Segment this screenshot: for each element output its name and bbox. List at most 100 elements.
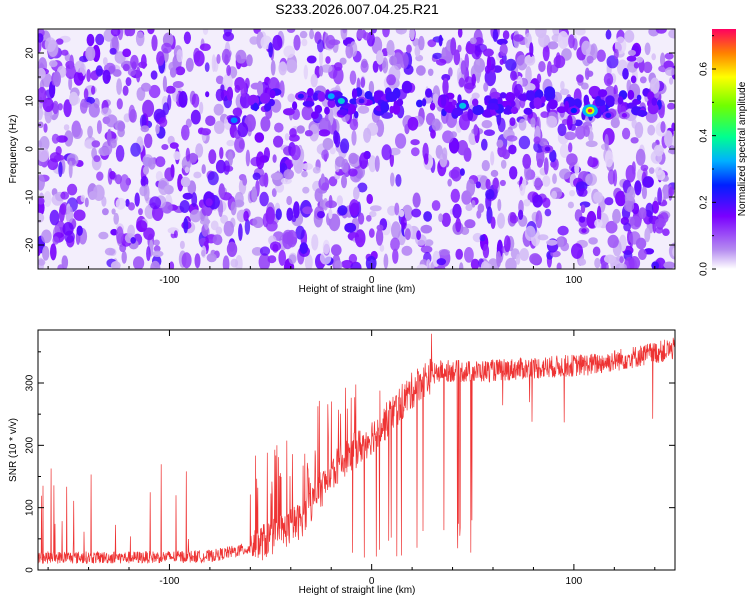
spectrogram-cell: [448, 67, 453, 77]
spectrogram-cell: [368, 80, 375, 95]
spectrogram-cell: [344, 222, 357, 233]
spectrogram-cell: [195, 143, 204, 158]
spectrogram-cell: [38, 197, 45, 205]
spectrogram-cell: [492, 65, 503, 73]
spectrogram-cell: [69, 91, 79, 106]
spectrogram-cell: [267, 255, 277, 264]
spectrogram-cell: [576, 74, 584, 83]
spectrogram-cell: [206, 253, 217, 263]
spectrogram-cell: [485, 188, 495, 200]
spectrogram-cell: [251, 186, 258, 203]
spectrogram-cell: [453, 49, 461, 66]
spectrogram-cell: [96, 171, 104, 181]
spectrogram-cell: [638, 207, 647, 220]
spectrogram-cell: [223, 160, 230, 175]
spectrogram-cell: [53, 154, 65, 161]
x-tick-label: -100: [159, 576, 179, 587]
spectrogram-cell: [536, 73, 542, 84]
ridge-cell: [636, 109, 648, 117]
spectrogram-cell: [360, 77, 366, 88]
spectrogram-cell: [38, 147, 49, 163]
snr-xlabel: Height of straight line (km): [299, 585, 416, 596]
snr-axes: -100 0 100 0 100 200 300: [25, 330, 675, 587]
spectrogram-cell: [201, 164, 206, 175]
spectrogram-cell: [49, 209, 60, 226]
spectrogram-cell: [481, 120, 493, 129]
ridge-cell: [253, 102, 259, 112]
spectrogram-cell: [366, 193, 374, 205]
spectrogram-cell: [411, 208, 422, 218]
spectrogram-cell: [635, 148, 646, 166]
spectrogram-cell: [143, 227, 155, 241]
spectrogram-cell: [401, 245, 413, 256]
spectrogram-cell: [115, 197, 126, 210]
spectrogram-cell: [420, 245, 433, 254]
spectrogram-cell: [254, 132, 265, 143]
spectrogram-cell: [621, 195, 626, 205]
spectrogram-cell: [320, 64, 333, 73]
spectrogram-cell: [382, 57, 389, 74]
spectrogram-cell: [55, 146, 62, 156]
spectrogram-cell: [660, 121, 666, 133]
spectrogram-cell: [395, 133, 407, 149]
spectrogram-cell: [218, 183, 225, 199]
spectrogram-cell: [633, 62, 640, 69]
spectrogram-cell: [128, 104, 136, 123]
spectrogram-cell: [496, 139, 504, 148]
spectrogram-cell: [68, 76, 73, 91]
spectrogram-cell: [128, 202, 135, 211]
spectrogram-cell: [64, 130, 74, 147]
spectrogram-cell: [375, 228, 384, 246]
spectrogram-cell: [337, 205, 348, 216]
spectrogram-cell: [259, 191, 269, 207]
spectrogram-cell: [604, 254, 616, 264]
spectrogram-cell: [655, 218, 666, 228]
spectrogram-cell: [628, 231, 641, 245]
spectrogram-cell: [189, 209, 202, 223]
spectrogram-cell: [386, 39, 395, 56]
spectrogram-cell: [269, 241, 282, 252]
colorbar-tick-label: 0.6: [699, 62, 710, 76]
spectrogram-cell: [234, 84, 241, 93]
spectrogram-cell: [482, 48, 494, 57]
spectrogram-cell: [79, 98, 88, 114]
ridge-cell: [467, 108, 474, 121]
spectrogram-cell: [215, 159, 226, 174]
spectrogram-cell: [521, 178, 527, 190]
spectrogram-cell: [148, 157, 156, 170]
spectrogram-cell: [586, 211, 597, 229]
spectrogram-cell: [105, 114, 118, 128]
spectrogram-cell: [534, 177, 543, 191]
spectrogram-cell: [278, 249, 287, 266]
spectrogram-cell: [492, 177, 499, 190]
spectrogram-cell: [571, 243, 583, 259]
x-tick-label: -100: [159, 275, 179, 286]
spectrogram-cell: [371, 29, 377, 34]
spectrogram-cell: [246, 54, 253, 67]
spectrogram-cell: [287, 93, 296, 103]
spectrogram-cell: [510, 70, 517, 81]
spectrogram-cell: [423, 153, 429, 165]
spectrogram-cell: [275, 208, 282, 220]
spectrogram-cell: [496, 250, 502, 268]
spectrogram-cell: [55, 38, 64, 45]
spectrogram-cell: [566, 153, 578, 166]
spectrogram-cell: [191, 192, 198, 208]
spectrogram-cell: [459, 168, 465, 176]
ridge-cell: [564, 100, 570, 113]
spectrogram-cell: [663, 261, 675, 269]
spectrogram-cell: [569, 190, 576, 197]
spectrogram-cell: [274, 122, 284, 133]
spectrogram-cell: [546, 239, 558, 246]
x-tick-label: 0: [369, 576, 375, 587]
spectrogram-cell: [351, 130, 357, 146]
spectrogram-cell: [349, 118, 359, 131]
spectrogram-cell: [125, 77, 132, 87]
spectrogram-cell: [643, 61, 653, 73]
ridge-cell: [540, 96, 546, 104]
spectrogram-cell: [226, 64, 232, 77]
spectrogram-cell: [600, 261, 609, 269]
spectrogram-cell: [464, 219, 476, 229]
spectrogram-cell: [170, 164, 175, 178]
spectrogram-cell: [605, 29, 612, 40]
